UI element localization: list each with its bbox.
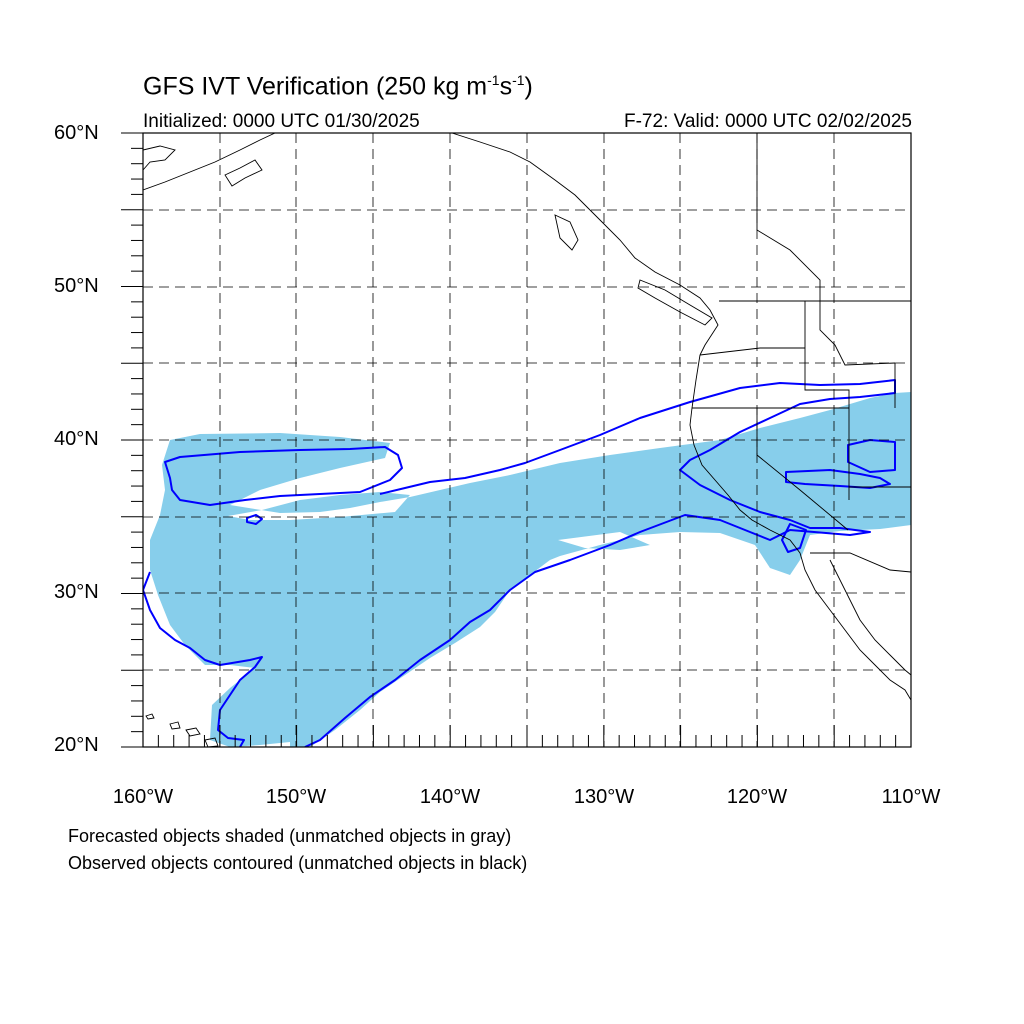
bc-alberta-border (756, 133, 821, 301)
coastlines (143, 133, 911, 747)
alaska-islands (224, 159, 263, 187)
lat-label-60n: 60°N (54, 122, 99, 144)
baja-gulf-coast (829, 559, 911, 676)
lon-label-120w: 120°W (726, 786, 788, 808)
us-mexico-border (810, 552, 911, 573)
lon-label-150w: 150°W (265, 786, 327, 808)
vancouver-island (637, 279, 713, 326)
canada-coastline (451, 133, 719, 356)
lat-label-50n: 50°N (54, 275, 99, 297)
west-coast-us (689, 354, 911, 701)
lon-label-110w: 110°W (881, 786, 941, 808)
utah-border (849, 363, 911, 488)
chart-title: GFS IVT Verification (250 kg m-1s-1) (143, 72, 533, 101)
wa-or-border (699, 347, 805, 356)
axis-ticks (121, 132, 912, 748)
observed-ivt-contour-socal (781, 523, 807, 553)
haida-gwaii (554, 214, 579, 251)
hawaii-islands (145, 713, 219, 747)
map-grid (143, 133, 911, 747)
observed-ivt-island-contour (246, 514, 263, 525)
footnote-observed: Observed objects contoured (unmatched ob… (68, 853, 528, 873)
observed-ivt-contour (164, 379, 896, 747)
alaska-coastline (143, 133, 276, 191)
footnote-forecast: Forecasted objects shaded (unmatched obj… (68, 826, 512, 846)
lon-label-140w: 140°W (419, 786, 481, 808)
ca-nv-border (756, 408, 849, 531)
lon-label-130w: 130°W (573, 786, 635, 808)
lat-label-30n: 30°N (54, 581, 99, 603)
initialized-time: Initialized: 0000 UTC 01/30/2025 (143, 111, 420, 132)
lat-label-40n: 40°N (54, 428, 99, 450)
montana-border (819, 301, 896, 366)
idaho-border (804, 301, 850, 408)
valid-time: F-72: Valid: 0000 UTC 02/02/2025 (624, 111, 912, 132)
lon-label-160w: 160°W (112, 786, 174, 808)
forecast-ivt-object (150, 392, 911, 747)
lat-label-20n: 20°N (54, 734, 99, 756)
